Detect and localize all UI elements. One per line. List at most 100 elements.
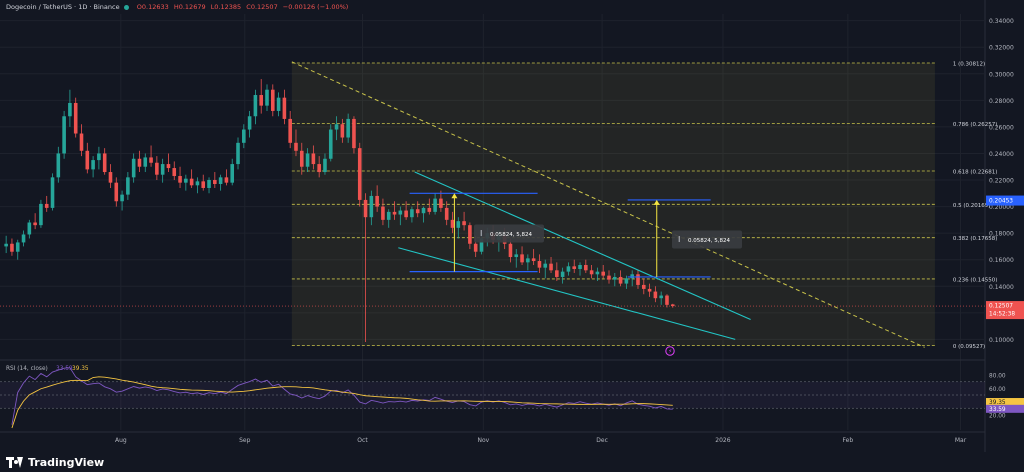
candle-body xyxy=(647,288,652,292)
marker-price-value: 0.20453 xyxy=(989,199,1013,205)
candle-body xyxy=(514,254,519,258)
candle-body xyxy=(91,160,95,170)
candle-body xyxy=(398,210,403,215)
time-tick-label: Feb xyxy=(843,437,854,444)
time-tick-label: Mar xyxy=(955,437,967,444)
measure-label-box xyxy=(474,224,544,243)
candle-body xyxy=(479,238,484,252)
time-tick-label: Sep xyxy=(239,437,251,444)
price-axis[interactable]: 0.100000.120000.140000.160000.180000.200… xyxy=(989,18,1014,344)
candle-body xyxy=(294,142,298,151)
candle-body xyxy=(247,116,252,130)
candle-body xyxy=(155,162,159,175)
symbol-title[interactable]: Dogecoin / TetherUS · 1D · Binance xyxy=(6,3,120,11)
candle-body xyxy=(526,258,530,263)
candle-body xyxy=(323,158,327,173)
candle-body xyxy=(189,178,194,186)
candle-body xyxy=(73,102,78,134)
fibonacci-retracement[interactable]: 1 (0.30812) 0.786 (0.26257) 0.618 (0.22681… xyxy=(291,61,998,350)
price-tick-label: 0.28000 xyxy=(989,98,1014,105)
candle-body xyxy=(636,274,640,285)
ohlc-open: O0.12633 xyxy=(136,3,169,11)
candle-body xyxy=(218,177,223,184)
rsi-value: 33.59 xyxy=(56,366,73,372)
candle-body xyxy=(427,207,432,212)
candle-body xyxy=(178,176,182,183)
fib-level-label: 0.5 (0.20169) xyxy=(953,203,991,209)
candle-body xyxy=(450,219,455,228)
candle-body xyxy=(299,150,304,167)
candle-body xyxy=(531,258,536,262)
candle-body xyxy=(473,243,478,252)
candle-body xyxy=(56,153,61,178)
fib-level-label: 0 (0.09527) xyxy=(953,344,985,350)
measure-range-icon: Ⅰ xyxy=(678,235,680,244)
chart-header: Dogecoin / TetherUS · 1D · Binance O0.12… xyxy=(6,3,348,11)
candle-body xyxy=(560,271,565,277)
candle-body xyxy=(265,89,269,106)
fib-level-label: 0.236 (0.14550) xyxy=(953,277,998,283)
candle-body xyxy=(352,118,356,149)
fib-level-label: 0.786 (0.26257) xyxy=(953,122,998,128)
candle-body xyxy=(282,97,287,119)
candle-body xyxy=(201,181,206,188)
measure-label: 0.05824, 5,824 xyxy=(490,232,532,238)
price-tags: 0.12507 14:52:38 0.20453 ⚡ xyxy=(0,195,1024,356)
measure-range-icon: Ⅰ xyxy=(480,229,482,238)
candle-body xyxy=(97,153,101,161)
candle-body xyxy=(618,276,623,284)
candle-body xyxy=(131,158,136,178)
current-price-tag xyxy=(986,301,1024,320)
candle-body xyxy=(21,234,26,243)
candle-body xyxy=(108,172,113,183)
candle-body xyxy=(288,118,292,143)
candle-body xyxy=(444,207,449,220)
footer-bar xyxy=(0,452,1024,472)
candle-body xyxy=(143,157,148,167)
price-tick-label: 0.16000 xyxy=(989,257,1014,264)
candle-body xyxy=(537,261,542,268)
candle-body xyxy=(236,142,240,165)
candle-body xyxy=(607,275,611,280)
drawings[interactable]: Ⅰ 0.05824, 5,824 Ⅰ 0.05824, 5,824 xyxy=(291,61,925,348)
rsi-ma-tag-value: 39.35 xyxy=(989,400,1006,406)
candle-body xyxy=(44,203,49,208)
candle-body xyxy=(126,177,130,195)
candle-body xyxy=(433,198,437,212)
candle-body xyxy=(595,271,600,275)
candle-body xyxy=(102,153,107,173)
candle-body xyxy=(566,266,571,272)
candle-body xyxy=(50,177,55,208)
time-axis[interactable]: Aug Sep Oct Nov Dec 2026 Feb Mar xyxy=(0,431,985,444)
time-tick-label: Nov xyxy=(477,437,489,444)
price-tick-label: 0.32000 xyxy=(989,45,1014,52)
candle-body xyxy=(357,148,362,200)
candle-body xyxy=(184,178,188,183)
rsi-ma-line xyxy=(11,376,673,429)
candle-body xyxy=(62,116,66,154)
time-tick-label: Oct xyxy=(357,437,368,444)
candle-body xyxy=(520,254,524,263)
candle-body xyxy=(601,271,606,276)
candle-body xyxy=(39,203,43,226)
fib-level-label: 1 (0.30812) xyxy=(953,61,985,67)
price-tick-label: 0.30000 xyxy=(989,71,1014,78)
candle-body xyxy=(508,243,513,258)
candle-body xyxy=(572,266,577,269)
brand-name: TradingView xyxy=(28,456,105,469)
candle-body xyxy=(468,225,472,244)
candle-body xyxy=(670,304,675,307)
price-tick-label: 0.34000 xyxy=(989,18,1014,25)
rsi-level-label: 80.00 xyxy=(989,374,1006,380)
tradingview-logo[interactable]: TradingView xyxy=(6,456,104,469)
candle-body xyxy=(195,181,200,186)
candle-body xyxy=(624,278,629,284)
range-arrow-head xyxy=(653,199,660,205)
candle-body xyxy=(114,182,119,202)
candle-body xyxy=(79,133,84,151)
rsi-tag-value: 33.59 xyxy=(989,407,1006,413)
ohlc-high: H0.12679 xyxy=(173,3,206,11)
price-tick-label: 0.10000 xyxy=(989,337,1014,344)
